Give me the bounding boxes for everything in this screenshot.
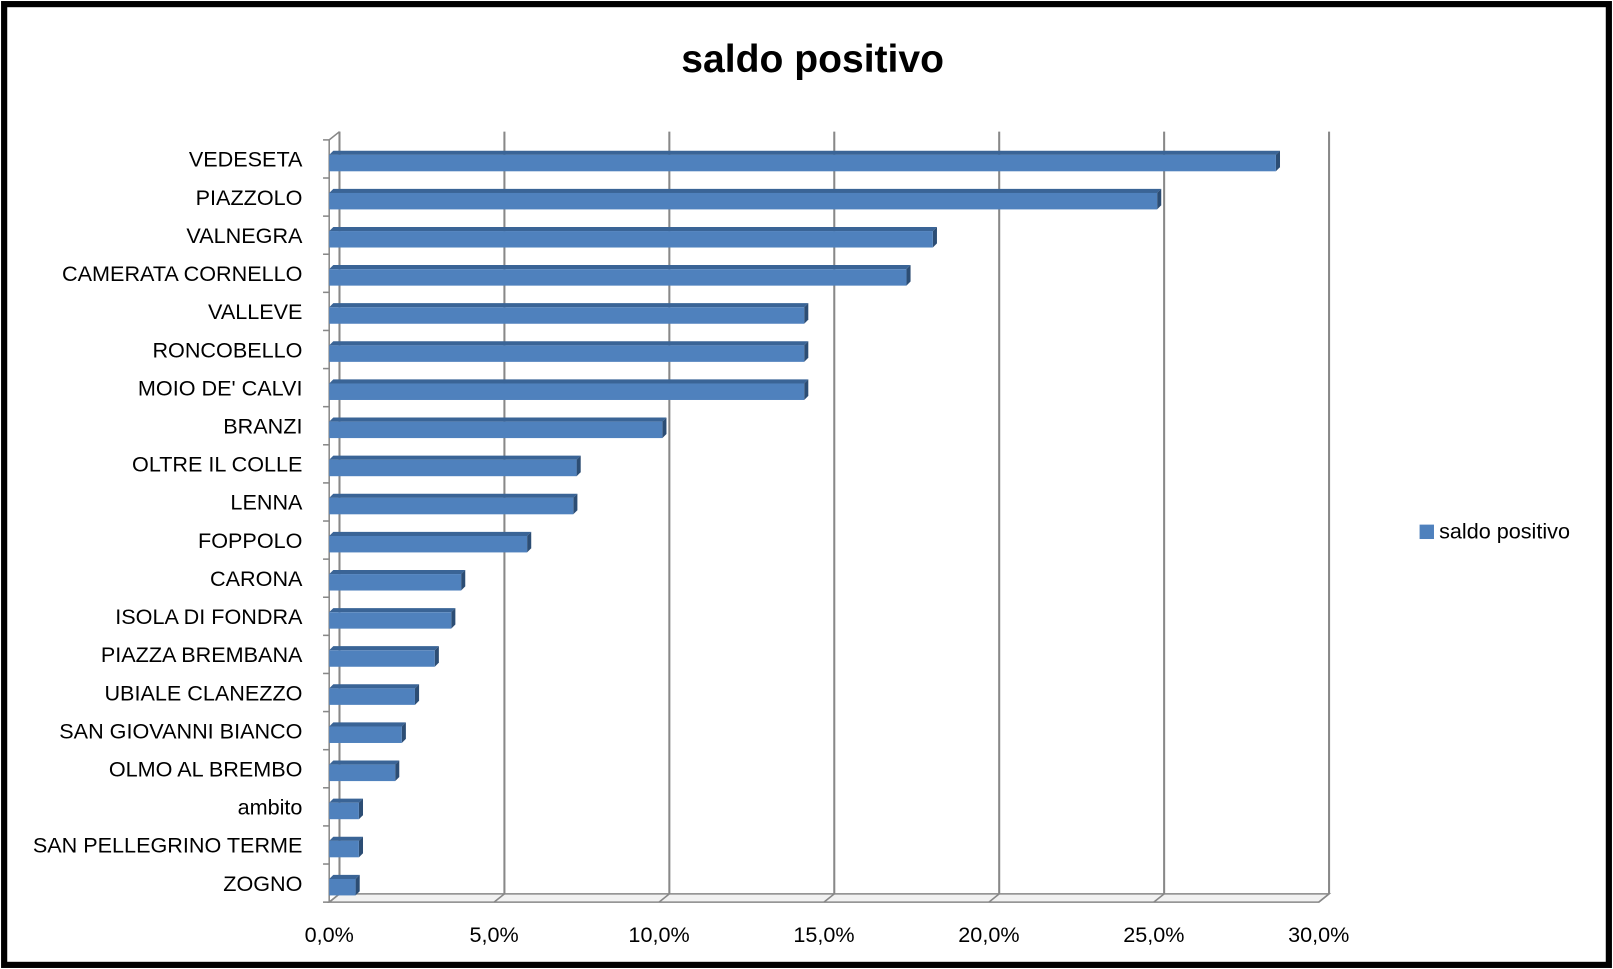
bar-end [662,417,667,439]
bar-end [527,531,532,553]
bar-top [329,303,809,308]
x-tick-mark [493,893,505,903]
y-tick-label: VALNEGRA [186,223,303,248]
y-tick-label: CAMERATA CORNELLO [62,261,302,286]
y-tick-label: VEDESETA [189,147,303,172]
bar-end [414,684,420,705]
bar-top [329,226,937,232]
bar-top [329,608,456,613]
bar-top [329,493,578,498]
x-tick-mark [988,893,1000,903]
x-tick-label: 10,0% [628,922,689,947]
bar-top [329,265,911,270]
y-tick-label: CARONA [210,566,303,591]
bar [329,878,356,896]
bar-top [329,379,809,384]
bar-end [804,379,809,400]
bar-end [804,341,809,362]
bar-top [329,760,400,765]
bar [329,535,528,553]
x-tick-label: 30,0% [1288,922,1349,947]
y-axis-top [328,131,340,141]
x-tick-label: 0,0% [305,922,354,947]
bar-end [932,226,937,248]
y-tick-label: OLMO AL BREMBO [109,757,303,782]
y-tick-label: SAN GIOVANNI BIANCO [59,718,302,743]
bar [329,726,402,743]
x-tick-label: 15,0% [793,922,854,947]
legend-swatch [1419,524,1434,540]
bar-end [358,798,364,820]
bar-top [329,798,364,803]
bar-top [329,836,364,841]
y-tick-label: RONCOBELLO [152,337,302,362]
y-tick-label: LENNA [230,490,303,515]
bar [329,802,359,820]
bar-top [329,722,406,727]
y-tick-label: BRANZI [223,413,302,438]
bar-top [329,150,1281,155]
x-tick-mark [658,893,670,903]
bar-top [329,874,360,879]
bar-top [329,341,809,346]
y-tick-label: VALLEVE [208,299,302,324]
x-tick-label: 20,0% [958,922,1019,947]
bar-top [329,455,581,460]
bar [329,497,574,515]
chart-title: saldo positivo [681,38,944,81]
bar-end [576,455,581,477]
bar [329,688,415,705]
bar [329,269,907,286]
x-tick-mark [1153,893,1165,903]
x-tick-mark [1318,893,1330,903]
bar-end [395,760,400,782]
bar-top [329,417,667,422]
bar-end [434,646,439,667]
bar [329,383,805,400]
bar-top [329,188,1162,193]
bar [329,840,359,858]
bar [329,421,663,439]
y-tick-label: FOPPOLO [198,528,302,553]
bar-end [906,265,911,286]
y-tick-label: ZOGNO [223,871,302,896]
bar-end [461,569,466,591]
bar-end [804,303,809,324]
x-tick-mark [823,893,835,903]
x-tick-label: 25,0% [1123,922,1184,947]
bar-end [1157,188,1162,210]
bar [329,192,1158,210]
legend-label: saldo positivo [1439,519,1570,544]
y-tick-label: ISOLA DI FONDRA [115,604,303,629]
bar-end [573,493,578,515]
bar-top [329,646,439,651]
bar-top [329,569,466,575]
bar [329,612,452,629]
bar [329,574,462,591]
bar [329,764,396,782]
bar-end [401,722,406,743]
bar [329,154,1276,172]
bar-end [1275,150,1281,172]
bar [329,231,933,248]
y-tick-label: OLTRE IL COLLE [132,452,302,477]
y-tick-label: SAN PELLEGRINO TERME [33,833,303,858]
bar [329,307,805,324]
bar-top [329,531,532,536]
y-tick-label: UBIALE CLANEZZO [104,680,302,705]
bar-top [329,684,420,689]
x-tick-label: 5,0% [470,922,519,947]
y-tick-label: ambito [238,795,303,820]
y-tick-label: PIAZZOLO [196,185,303,210]
y-tick-label: MOIO DE' CALVI [138,375,303,400]
bar-end [451,608,456,629]
y-tick-label: PIAZZA BREMBANA [101,642,303,667]
bar-end [358,836,364,858]
bar [329,459,577,477]
bar [329,345,805,362]
bar-end [355,874,360,896]
bar [329,650,435,667]
